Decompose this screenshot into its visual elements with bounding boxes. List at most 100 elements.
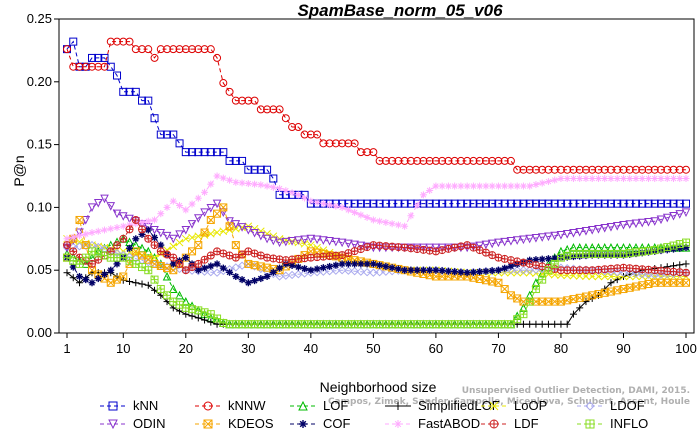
data-point <box>469 268 477 276</box>
data-point <box>169 253 178 262</box>
data-point <box>257 275 265 283</box>
data-point <box>594 272 603 281</box>
data-point <box>388 220 396 228</box>
data-point <box>594 165 603 174</box>
data-point <box>244 96 253 105</box>
data-point <box>231 241 240 250</box>
data-point <box>94 275 102 283</box>
data-point <box>644 270 653 279</box>
y-tick-label: 0.00 <box>27 325 52 340</box>
data-point <box>338 139 347 148</box>
data-point <box>294 191 302 199</box>
data-point <box>576 304 584 312</box>
data-point <box>163 130 172 139</box>
data-point <box>607 272 615 281</box>
data-point <box>525 259 534 268</box>
y-tick-label: 0.20 <box>27 74 52 89</box>
x-tick-label: 90 <box>616 341 630 356</box>
data-point <box>413 156 422 165</box>
data-point <box>81 253 90 262</box>
data-point <box>356 148 365 157</box>
data-point <box>101 270 109 278</box>
data-point <box>100 194 109 204</box>
data-point <box>213 228 221 237</box>
data-point <box>544 178 552 186</box>
data-point <box>81 62 90 71</box>
data-point <box>144 96 153 105</box>
data-point <box>169 197 177 205</box>
data-point <box>206 268 216 277</box>
data-point <box>475 199 484 208</box>
data-point <box>557 175 565 183</box>
data-point <box>313 130 322 139</box>
data-point <box>250 228 259 238</box>
data-point <box>144 266 153 275</box>
data-point <box>501 182 509 190</box>
data-point <box>651 175 659 183</box>
data-point <box>506 199 515 208</box>
data-point <box>206 45 215 54</box>
data-point <box>525 165 534 174</box>
data-point <box>144 45 153 54</box>
data-point <box>200 148 209 157</box>
data-point <box>350 139 359 148</box>
data-point <box>263 229 271 238</box>
data-point <box>169 130 178 139</box>
data-point <box>582 175 590 183</box>
data-point <box>400 199 409 208</box>
data-point <box>331 237 341 247</box>
legend-item-knnw: kNNW <box>195 398 266 413</box>
data-point <box>175 230 184 240</box>
data-point <box>194 259 203 268</box>
legend-marker <box>394 420 402 428</box>
data-point <box>75 259 84 268</box>
data-point <box>413 266 421 274</box>
data-point <box>650 217 660 226</box>
data-point <box>93 199 103 208</box>
data-point <box>681 208 691 218</box>
data-point <box>557 320 565 328</box>
data-point <box>569 229 578 238</box>
data-point <box>194 45 203 54</box>
data-point <box>231 96 240 105</box>
data-point <box>244 165 253 174</box>
data-point <box>388 156 397 165</box>
data-point <box>307 266 315 274</box>
data-point <box>175 238 184 247</box>
data-point <box>675 199 684 208</box>
y-axis: 0.00 0.05 0.10 0.15 0.20 0.25 <box>27 11 59 340</box>
legend-marker <box>298 400 308 411</box>
data-point <box>232 272 240 280</box>
data-point <box>113 37 122 46</box>
data-point <box>619 165 628 174</box>
series-layer <box>62 37 691 329</box>
data-point <box>301 194 309 202</box>
data-point <box>119 272 128 281</box>
data-point <box>507 182 515 190</box>
data-point <box>476 268 484 276</box>
data-point <box>156 130 165 139</box>
data-point <box>457 182 465 190</box>
data-point <box>294 263 302 271</box>
legend-item-simplifiedlof: SimplifiedLOF <box>385 398 500 413</box>
data-point <box>363 148 372 157</box>
data-point <box>119 87 128 96</box>
data-point <box>625 199 634 208</box>
data-point <box>113 260 121 268</box>
data-point <box>600 165 609 174</box>
data-point <box>269 268 277 276</box>
data-point <box>638 270 647 279</box>
data-point <box>94 62 103 71</box>
data-point <box>482 267 490 275</box>
data-point <box>469 156 478 165</box>
legend-marker <box>203 419 213 429</box>
legend-label: LDOF <box>610 398 645 413</box>
data-point <box>213 172 221 180</box>
data-point <box>525 265 534 275</box>
series-knn <box>63 37 690 208</box>
data-point <box>225 222 234 231</box>
data-point <box>594 225 603 234</box>
data-point <box>457 268 465 276</box>
data-point <box>519 310 528 319</box>
data-point <box>263 253 272 262</box>
